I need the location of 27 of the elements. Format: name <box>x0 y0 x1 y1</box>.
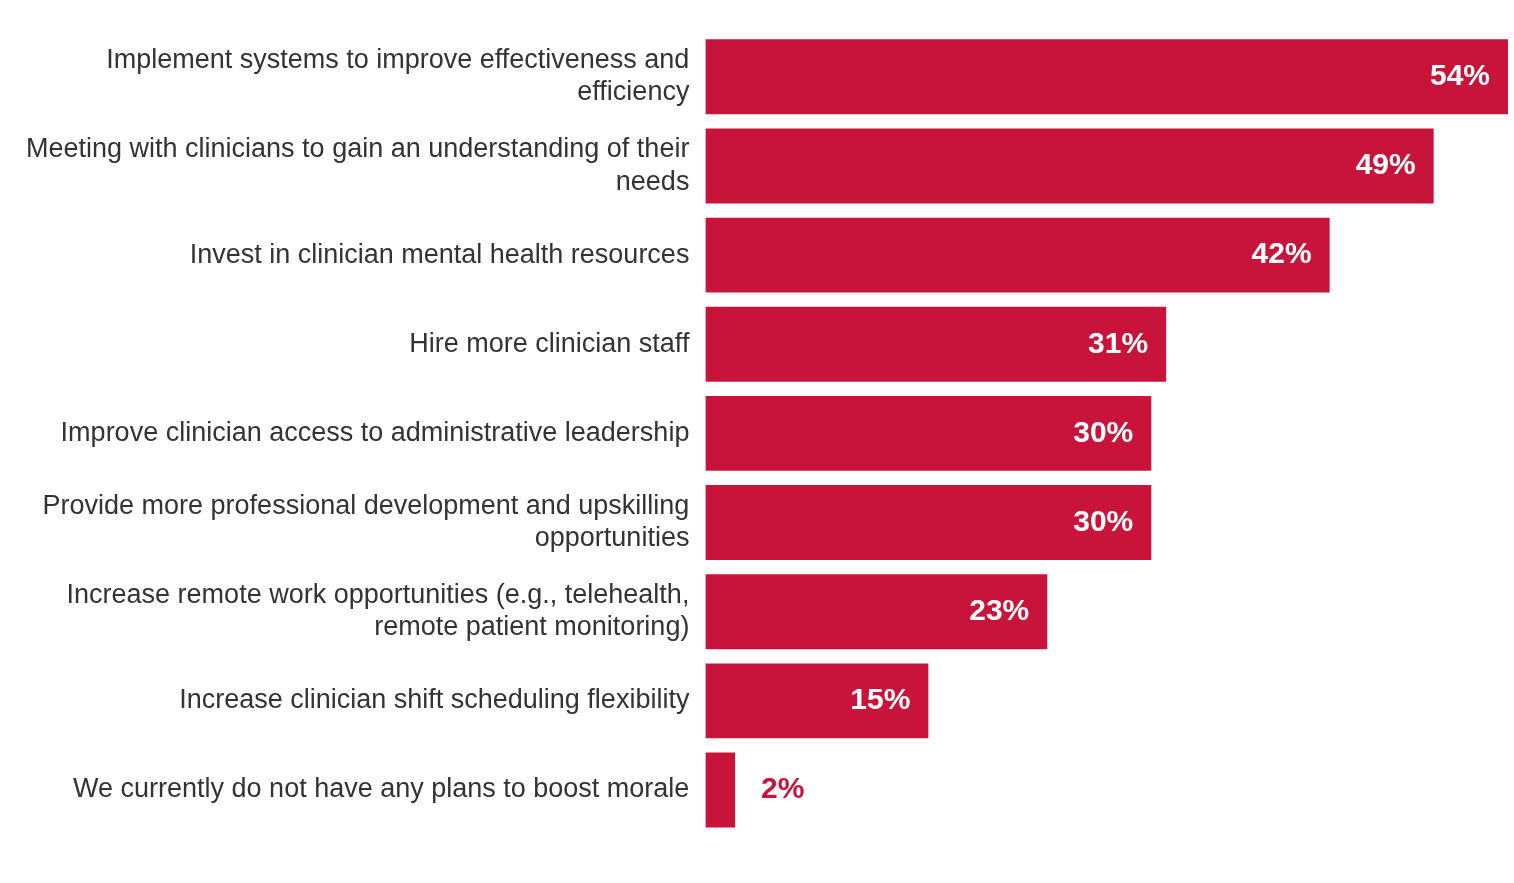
y-tick-label: Increase remote work opportunities (e.g., telehealth, remote patient monitoring) <box>66 578 690 642</box>
data-label: 42% <box>1251 236 1312 270</box>
bar <box>705 39 1508 115</box>
bar <box>705 663 929 739</box>
y-tick-label: Invest in clinician mental health resources <box>189 238 690 269</box>
bar <box>705 217 1330 293</box>
bar <box>705 485 1152 560</box>
data-label: 2% <box>761 771 805 805</box>
bar <box>705 306 1167 382</box>
y-tick-label: Implement systems to improve effectiveness and efficiency <box>106 44 690 107</box>
y-tick-label: Meeting with clinicians to gain an understanding of their needs <box>25 133 690 196</box>
data-label: 23% <box>969 592 1030 626</box>
bar <box>705 128 1434 204</box>
data-label: 30% <box>1073 414 1134 448</box>
data-label: 15% <box>850 682 911 716</box>
data-label: 49% <box>1355 147 1416 181</box>
data-label: 30% <box>1073 503 1134 537</box>
bar <box>705 752 736 828</box>
bar <box>705 574 1048 650</box>
y-tick-label: Provide more professional development and upskilling opportunities <box>42 489 690 553</box>
data-label: 54% <box>1429 58 1490 92</box>
y-tick-label: Improve clinician access to administrative leadership <box>60 416 690 447</box>
data-label: 31% <box>1088 325 1149 359</box>
y-tick-label: We currently do not have any plans to boost morale <box>73 773 690 804</box>
bar <box>705 395 1152 471</box>
y-tick-label: Increase clinician shift scheduling flexibility <box>179 684 690 715</box>
y-tick-label: Hire more clinician staff <box>409 327 690 358</box>
